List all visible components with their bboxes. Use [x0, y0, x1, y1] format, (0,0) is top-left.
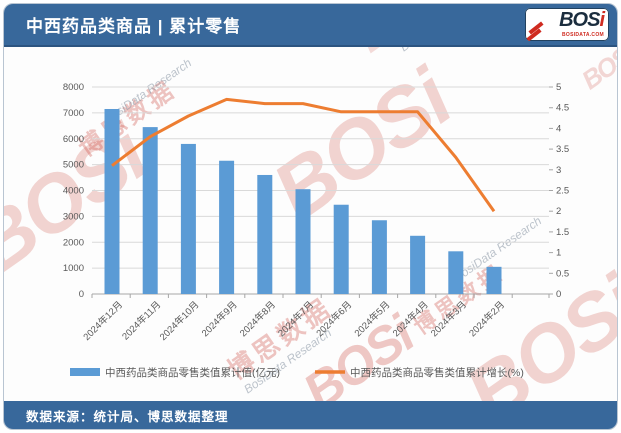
left-axis-tick-label: 8000: [63, 82, 84, 93]
right-axis-tick-label: 4: [556, 123, 561, 134]
x-axis-category-label: 2024年9月: [199, 299, 240, 340]
left-axis-tick-label: 1000: [63, 263, 84, 274]
bosi-logo: BOSi BOSIDATA.COM: [525, 8, 609, 41]
bar: [333, 204, 349, 294]
legend-bar-label: 中西药品类商品零售类值累计值(亿元): [105, 366, 280, 379]
growth-line: [111, 97, 496, 213]
right-axis-tick-label: 2.5: [556, 186, 569, 197]
header-bar: 中西药品类商品 | 累计零售 BOSi BOSIDATA.COM: [4, 4, 617, 47]
x-axis-category-label: 2024年3月: [428, 299, 469, 340]
x-axis-category-label: 2024年12月: [81, 299, 125, 343]
logo-domain: BOSIDATA.COM: [561, 32, 604, 38]
left-axis-tick-label: 0: [79, 289, 84, 300]
x-axis-category-label: 2024年10月: [157, 299, 201, 343]
bar: [295, 189, 311, 294]
data-source-text: 数据来源：统计局、博思数据整理: [26, 409, 229, 424]
left-axis-tick-label: 6000: [63, 134, 84, 145]
legend-line-label: 中西药品类商品零售类值累计增长(%): [350, 366, 524, 379]
footer-bar: 数据来源：统计局、博思数据整理: [4, 401, 617, 429]
left-axis-tick-label: 2000: [63, 237, 84, 248]
bar: [410, 235, 426, 294]
right-axis-tick-label: 1.5: [556, 227, 569, 238]
left-axis-tick-label: 3000: [63, 211, 84, 222]
report-panel: BOSi BOSi BOSi BOSi BOSi BOSi 博思数据 博思数据 …: [3, 3, 618, 430]
bar: [142, 127, 158, 294]
bar: [448, 251, 464, 294]
x-axis-category-label: 2024年6月: [314, 299, 355, 340]
gridlines: [92, 86, 549, 295]
right-axis-tick-label: 2: [556, 206, 561, 217]
bar: [486, 266, 502, 294]
logo-wordmark: BOSi: [559, 9, 605, 31]
legend: 中西药品类商品零售类值累计值(亿元) 中西药品类商品零售类值累计增长(%): [70, 366, 524, 379]
axis-labels: 0 1000 2000 3000 4000 5000 6000 7000 8000 0 0.5 1 1.…: [63, 82, 569, 343]
x-axis-category-label: 2024年8月: [237, 299, 278, 340]
bar: [219, 160, 235, 294]
bar: [371, 220, 387, 294]
x-axis-category-label: 2024年7月: [276, 299, 317, 340]
left-axis-tick-label: 7000: [63, 108, 84, 119]
x-axis-category-label: 2024年2月: [467, 299, 508, 340]
combo-chart: 0 1000 2000 3000 4000 5000 6000 7000 8000 0 0.5 1 1.…: [63, 82, 569, 379]
bar: [257, 174, 273, 294]
legend-bar-swatch: [70, 368, 100, 376]
x-axis-category-label: 2024年5月: [352, 299, 393, 340]
right-axis-tick-label: 3: [556, 165, 561, 176]
right-axis-tick-label: 0: [556, 289, 561, 300]
axis-ticks: [91, 86, 553, 298]
x-axis-category-label: 2024年11月: [119, 299, 163, 343]
bar-series: [104, 108, 502, 295]
right-axis-tick-label: 1: [556, 248, 561, 259]
left-axis-tick-label: 5000: [63, 160, 84, 171]
right-axis-tick-label: 0.5: [556, 268, 569, 279]
right-axis-tick-label: 5: [556, 82, 561, 93]
left-axis-tick-label: 4000: [63, 186, 84, 197]
bar: [180, 143, 196, 294]
right-axis-tick-label: 4.5: [556, 103, 569, 114]
right-axis-tick-label: 3.5: [556, 144, 569, 155]
bar: [104, 108, 120, 295]
x-axis-category-label: 2024年4月: [390, 299, 431, 340]
logo-bos: BOS: [559, 9, 600, 31]
logo-i: i: [599, 9, 604, 31]
page-title: 中西药品类商品 | 累计零售: [26, 17, 242, 36]
